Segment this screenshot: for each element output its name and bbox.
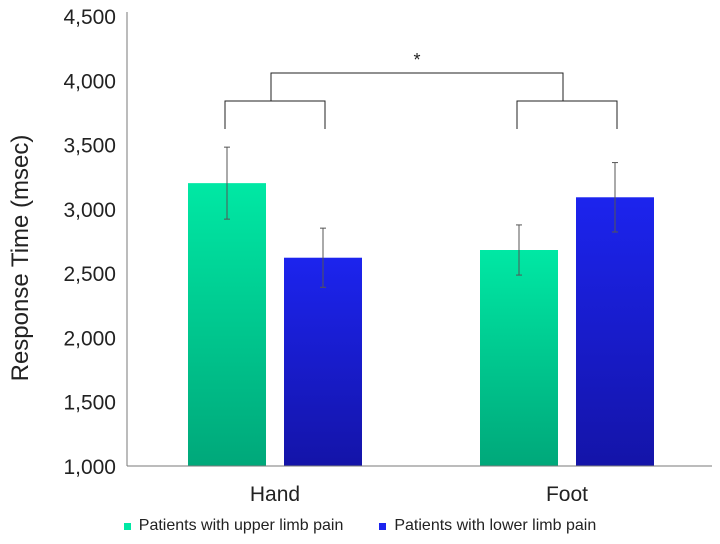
y-axis-title: Response Time (msec) xyxy=(7,135,34,382)
legend: Patients with upper limb pain Patients w… xyxy=(0,516,720,536)
legend-label-upper: Patients with upper limb pain xyxy=(138,517,344,534)
y-tick-label: 4,500 xyxy=(63,6,116,29)
legend-item-lower: Patients with lower limb pain xyxy=(379,516,596,536)
legend-swatch-lower xyxy=(379,522,387,530)
comparison-bracket xyxy=(270,72,564,101)
group-bracket xyxy=(224,100,326,129)
x-tick-label: Foot xyxy=(546,483,588,506)
legend-swatch-upper xyxy=(123,522,131,530)
bar-foot-series-0 xyxy=(480,250,558,466)
y-tick-label: 2,500 xyxy=(63,263,116,286)
legend-item-upper: Patients with upper limb pain xyxy=(123,516,344,536)
significance-bracket: * xyxy=(224,50,618,129)
y-tick-label: 1,500 xyxy=(63,392,116,415)
y-tick-label: 3,000 xyxy=(63,199,116,222)
significance-marker: * xyxy=(413,50,420,70)
y-tick-label: 1,000 xyxy=(63,456,116,479)
x-tick-label: Hand xyxy=(250,483,300,506)
y-axis-ticks: 1,000 1,500 2,000 2,500 3,000 3,500 4,000 4,500 xyxy=(63,6,116,479)
y-tick-label: 4,000 xyxy=(63,70,116,93)
x-axis-labels: Hand Foot xyxy=(250,483,588,506)
y-tick-label: 3,500 xyxy=(63,135,116,158)
legend-label-lower: Patients with lower limb pain xyxy=(394,517,597,534)
y-tick-label: 2,000 xyxy=(63,327,116,350)
axes xyxy=(126,12,712,467)
bars xyxy=(188,183,654,467)
group-bracket xyxy=(516,100,618,129)
bar-hand-series-1 xyxy=(284,257,362,466)
bar-hand-series-0 xyxy=(188,183,266,466)
error-bars xyxy=(224,146,618,288)
bar-foot-series-1 xyxy=(576,197,654,467)
